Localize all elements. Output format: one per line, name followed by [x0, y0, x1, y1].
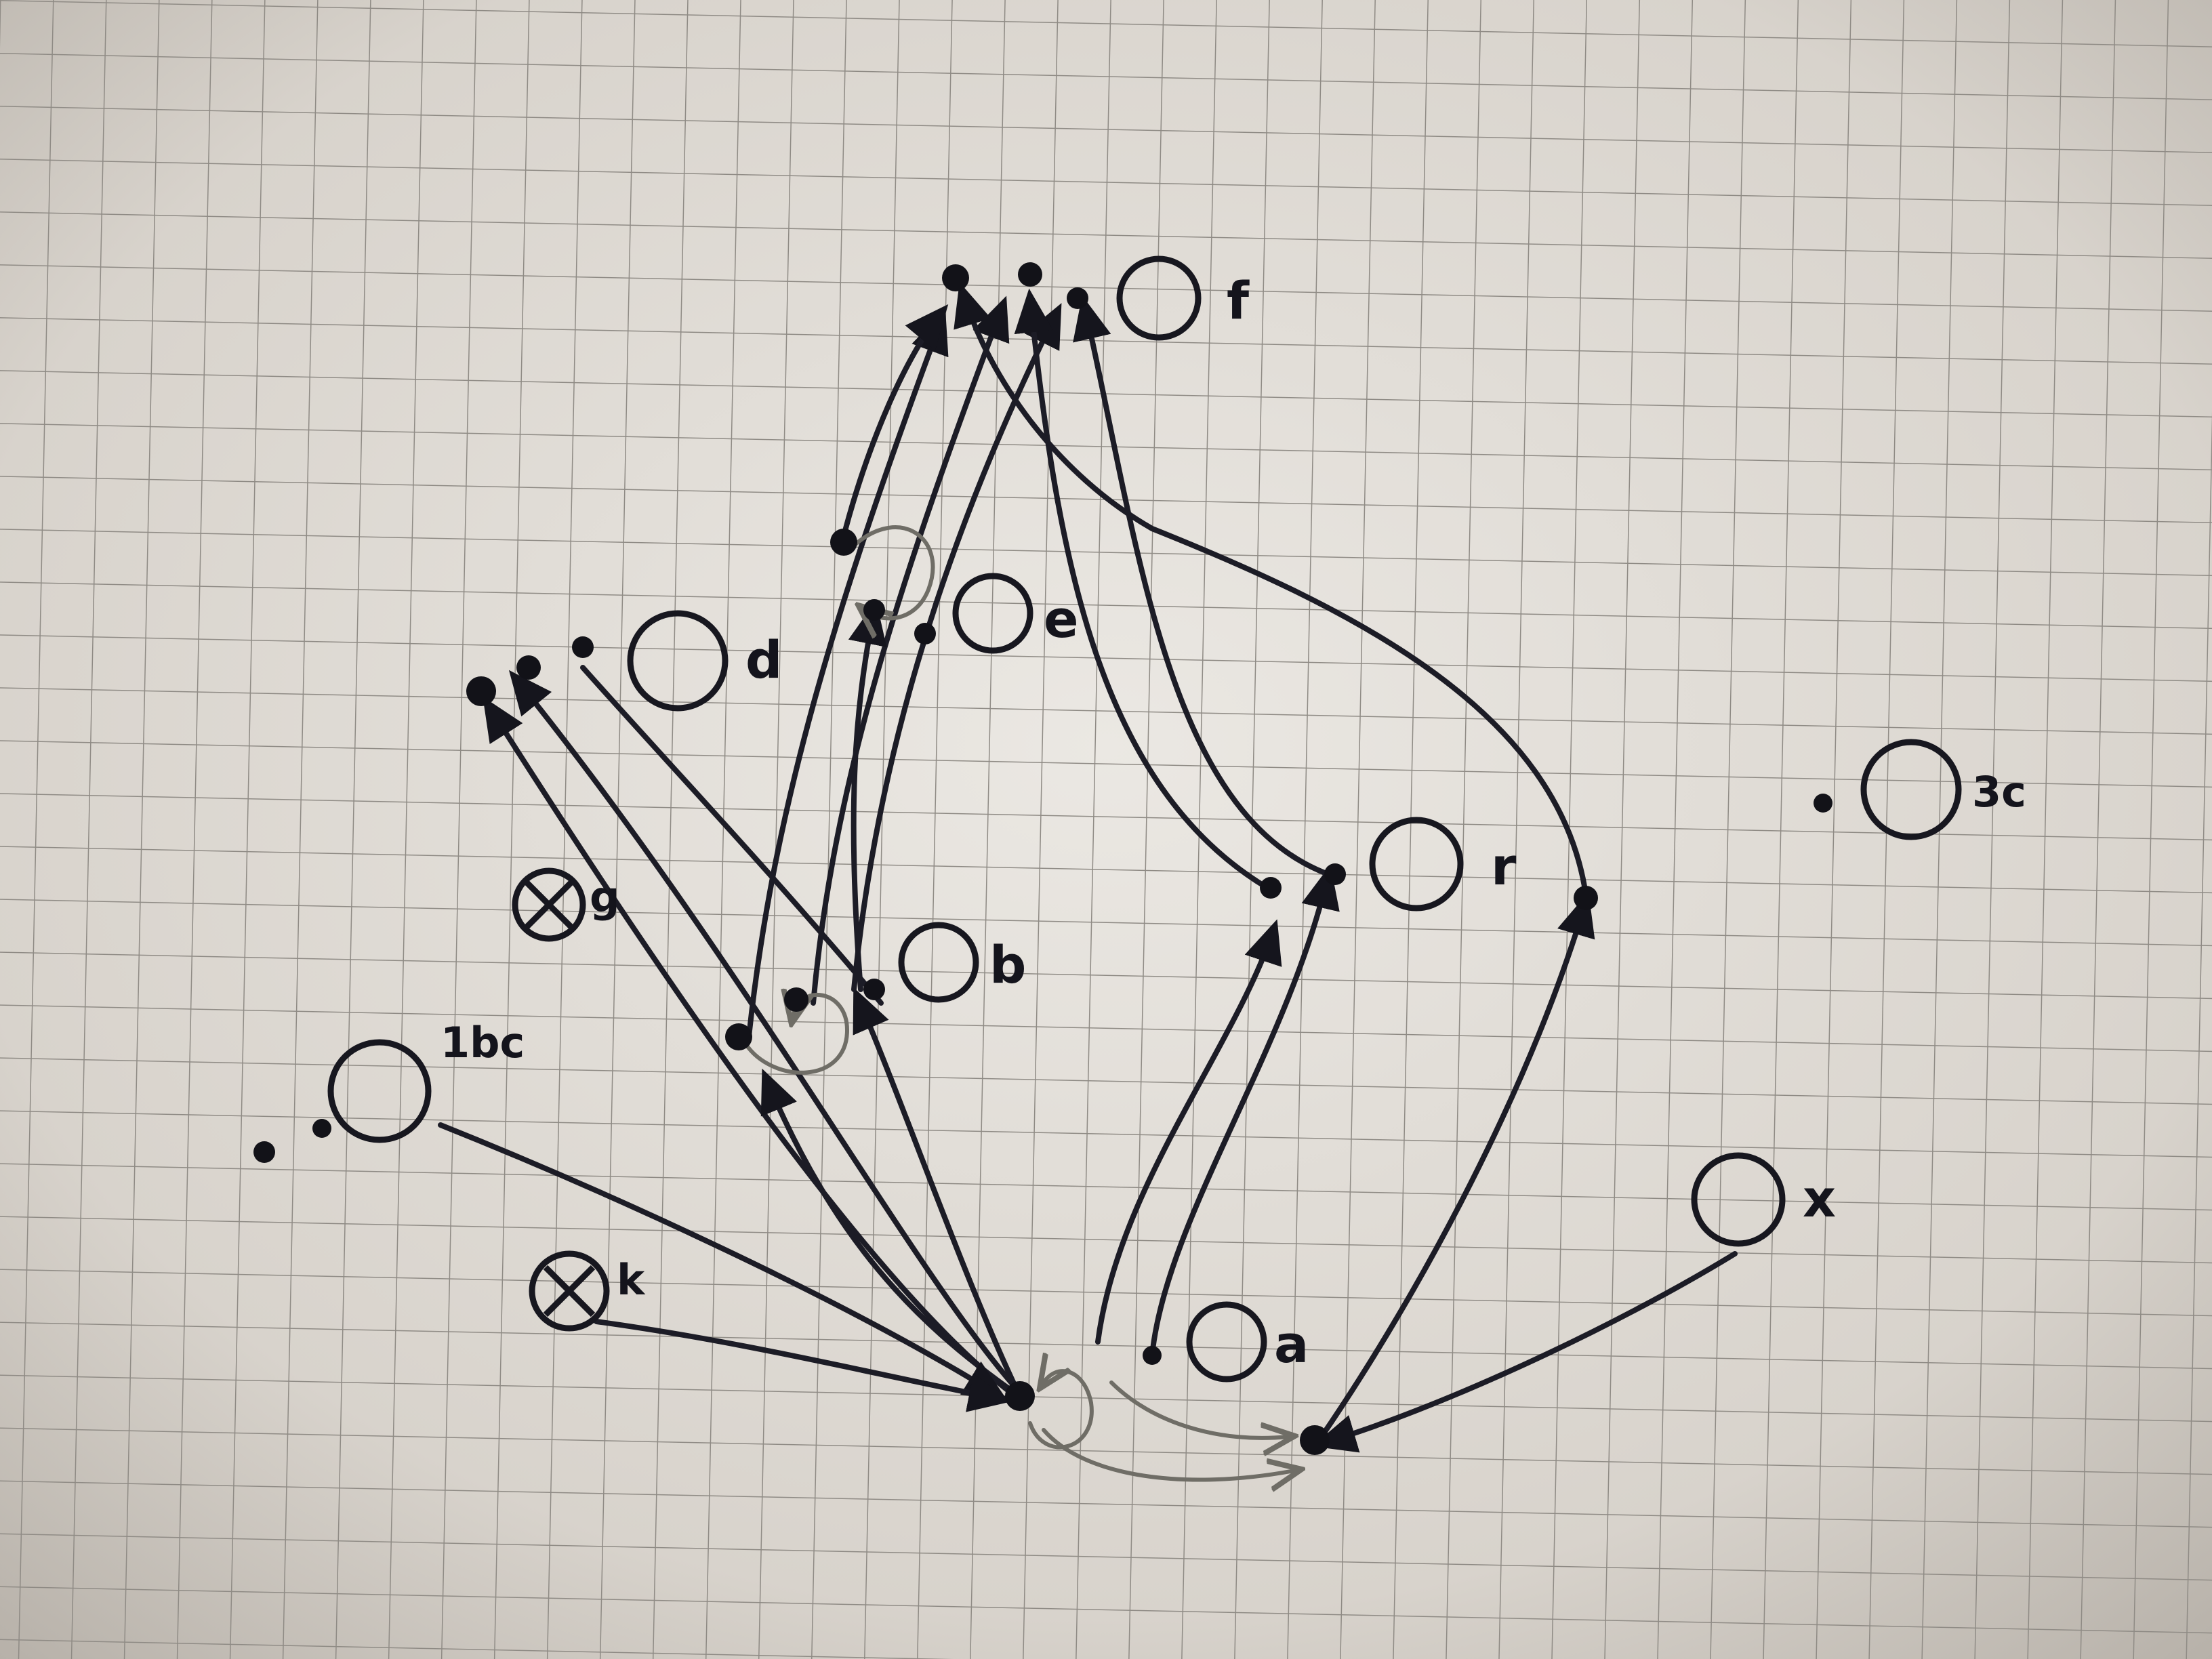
node-e: e	[952, 573, 1079, 654]
node-r: r	[1369, 817, 1517, 912]
edge-a-r-2	[1149, 864, 1340, 1358]
endpoint-dot	[725, 1023, 752, 1050]
node-label: e	[1044, 589, 1079, 649]
edge-e-e	[848, 600, 887, 992]
endpoint-dot	[863, 979, 885, 1000]
node-label: 3c	[1972, 767, 2026, 817]
edge-r-f	[1014, 288, 1270, 890]
endpoint-dot	[1143, 1346, 1162, 1365]
endpoint-dot	[1005, 1381, 1035, 1411]
node-label: f	[1227, 270, 1250, 331]
endpoint-dot	[784, 987, 808, 1012]
edge-a-d-2	[508, 670, 1026, 1399]
node-label: a	[1274, 1314, 1309, 1374]
node-d: d	[627, 610, 782, 712]
node-label: g	[590, 872, 619, 922]
edge-r-f-2	[1073, 295, 1331, 877]
edge-a-d-3	[580, 665, 884, 1006]
node-k: k	[529, 1250, 646, 1332]
node-f: f	[1116, 255, 1250, 341]
cross-mark	[523, 878, 575, 931]
edge-x-3c	[1312, 1251, 1738, 1453]
node-circle	[627, 610, 729, 712]
node-label: d	[745, 630, 782, 690]
endpoint-dot	[1018, 262, 1042, 287]
edge-a-e	[760, 1068, 1012, 1392]
edge-e-f-3	[851, 303, 1062, 992]
node-circle	[327, 1039, 432, 1143]
edge-a-3c-faint-2	[1109, 1380, 1288, 1438]
endpoint-dot	[914, 623, 936, 644]
edge-e-f	[746, 309, 949, 1040]
endpoint-dot	[1324, 863, 1346, 885]
node-b: b	[898, 922, 1026, 1003]
node-g: g	[512, 867, 619, 942]
endpoint-dot	[1574, 886, 1598, 910]
endpoint-dots	[253, 262, 1832, 1455]
endpoint-dot	[1260, 877, 1282, 899]
nodes: f d e b r 3c a x	[327, 255, 2026, 1382]
edge-a-r	[1095, 919, 1282, 1345]
endpoint-dot	[516, 655, 541, 680]
edge-e-f-2	[811, 295, 1010, 1006]
node-label: k	[617, 1255, 646, 1305]
node-a: a	[1186, 1301, 1309, 1382]
node-3c: 3c	[1860, 739, 2026, 840]
endpoint-dot	[1814, 794, 1832, 813]
cross-mark	[543, 1265, 596, 1317]
edge-a-3c-faint	[1042, 1428, 1294, 1480]
edge-a-b	[853, 987, 1019, 1392]
endpoint-dot	[1067, 287, 1088, 309]
node-label: b	[989, 935, 1026, 995]
endpoint-dot	[830, 529, 857, 556]
node-label: x	[1803, 1168, 1836, 1229]
endpoint-dot	[312, 1119, 331, 1138]
endpoint-dot	[1300, 1425, 1330, 1455]
edge-1bc-a	[438, 1122, 1008, 1401]
edge-k-a	[594, 1319, 1013, 1412]
faint-edges	[743, 525, 1294, 1480]
node-circle	[898, 922, 979, 1003]
node-circle	[1860, 739, 1962, 840]
loop-d	[743, 995, 850, 1075]
node-x: x	[1691, 1152, 1836, 1247]
node-circle	[1116, 255, 1202, 341]
edge-3c-r	[1319, 892, 1595, 1439]
edges	[438, 282, 1738, 1453]
node-circle	[512, 867, 586, 942]
node-label: 1bc	[441, 1018, 525, 1067]
edge-e-f-4	[838, 304, 949, 552]
node-label: r	[1491, 836, 1517, 897]
endpoint-dot	[572, 636, 594, 658]
node-circle	[1691, 1152, 1786, 1247]
endpoint-dot	[863, 599, 885, 621]
node-1bc: 1bc	[327, 1018, 525, 1143]
edge-r-f-3	[954, 282, 1589, 897]
node-circle	[1186, 1301, 1267, 1382]
node-circle	[952, 573, 1033, 654]
node-circle	[1369, 817, 1464, 912]
endpoint-dot	[253, 1141, 275, 1163]
node-circle	[529, 1250, 610, 1332]
loop-a	[1028, 1371, 1094, 1450]
endpoint-dot	[466, 676, 496, 706]
loop-e	[845, 525, 935, 618]
endpoint-dot	[942, 264, 969, 291]
